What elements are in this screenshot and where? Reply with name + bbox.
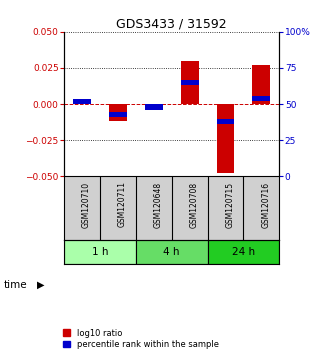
- Title: GDS3433 / 31592: GDS3433 / 31592: [117, 18, 227, 31]
- Bar: [73, 99, 91, 104]
- Text: GSM120710: GSM120710: [82, 182, 91, 228]
- Bar: [252, 96, 270, 101]
- Bar: [217, 104, 234, 173]
- Text: GSM120711: GSM120711: [118, 182, 127, 228]
- Bar: [181, 61, 199, 104]
- Bar: [73, 103, 91, 104]
- Bar: [217, 119, 234, 124]
- Text: 24 h: 24 h: [232, 247, 255, 257]
- Legend: log10 ratio, percentile rank within the sample: log10 ratio, percentile rank within the …: [62, 328, 220, 350]
- Bar: [136, 240, 208, 264]
- Bar: [181, 80, 199, 85]
- Text: GSM120715: GSM120715: [225, 182, 235, 228]
- Bar: [145, 104, 163, 109]
- Bar: [109, 112, 127, 117]
- Bar: [145, 104, 163, 107]
- Text: 1 h: 1 h: [92, 247, 108, 257]
- Bar: [64, 240, 136, 264]
- Text: time: time: [3, 280, 27, 290]
- Text: ▶: ▶: [37, 280, 44, 290]
- Text: GSM120716: GSM120716: [261, 182, 270, 228]
- Bar: [252, 65, 270, 104]
- Text: GSM120708: GSM120708: [190, 182, 199, 228]
- Text: 4 h: 4 h: [163, 247, 180, 257]
- Bar: [208, 240, 279, 264]
- Bar: [109, 104, 127, 121]
- Text: GSM120648: GSM120648: [154, 182, 163, 228]
